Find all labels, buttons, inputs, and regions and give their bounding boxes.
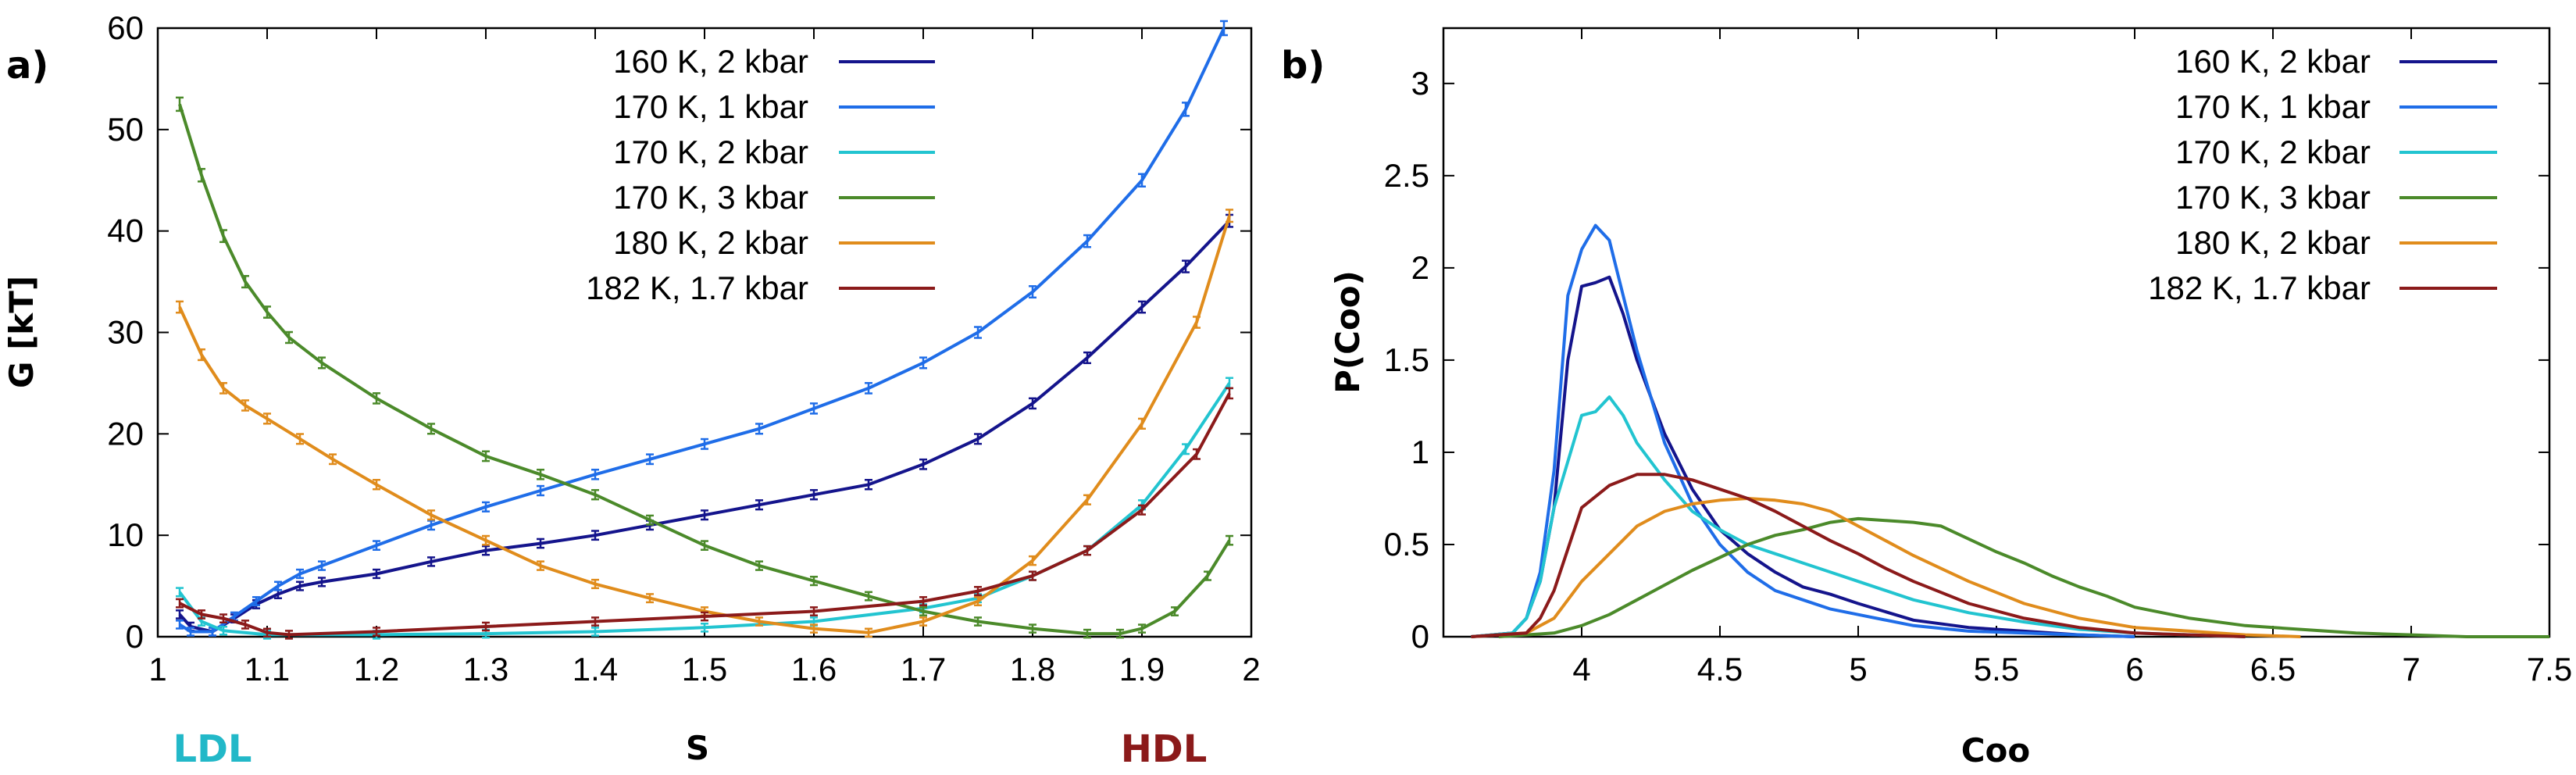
legend-label: 170 K, 3 kbar — [2175, 179, 2371, 216]
series-line — [1471, 395, 2246, 638]
panel-label: a) — [6, 44, 48, 88]
series-line — [178, 215, 1231, 634]
series-6 — [1471, 473, 2246, 638]
x-tick-label: 1.8 — [1010, 651, 1055, 688]
y-axis-label: G [kT] — [2, 276, 41, 388]
x-tick-label: 1.4 — [573, 651, 618, 688]
x-tick-label: 4 — [1572, 651, 1590, 688]
x-tick-label: 5.5 — [1974, 651, 2019, 688]
x-tick-label: 1.7 — [901, 651, 946, 688]
legend-label: 180 K, 2 kbar — [613, 224, 808, 261]
series-line — [1471, 497, 2301, 638]
x-axis-label: S — [686, 729, 709, 767]
x-tick-label: 7 — [2402, 651, 2420, 688]
x-tick-label: 6.5 — [2250, 651, 2296, 688]
x-tick-label: 1.3 — [463, 651, 508, 688]
legend-label: 170 K, 2 kbar — [2175, 134, 2371, 170]
series-4 — [176, 96, 1233, 639]
x-tick-label: 5 — [1849, 651, 1867, 688]
y-tick-label: 1 — [1411, 434, 1429, 470]
y-tick-label: 40 — [107, 212, 144, 249]
legend-label: 182 K, 1.7 kbar — [586, 270, 808, 306]
series-2 — [1471, 223, 2135, 638]
y-tick-label: 1.5 — [1384, 341, 1429, 378]
x-tick-label: 1 — [148, 651, 166, 688]
x-tick-label: 1.9 — [1119, 651, 1165, 688]
x-tick-label: 2 — [1242, 651, 1260, 688]
series-line — [178, 382, 1231, 637]
x-tick-label: 6 — [2125, 651, 2143, 688]
y-tick-label: 10 — [107, 516, 144, 553]
y-tick-label: 0.5 — [1384, 526, 1429, 562]
plot-frame — [1442, 27, 2551, 638]
y-axis-label: P(Coo) — [1329, 270, 1367, 394]
series-5 — [176, 209, 1233, 638]
legend-label: 170 K, 1 kbar — [2175, 88, 2371, 125]
panel-a-energy-chart: 1 1.1 1.2 1.3 1.4 1.5 1.6 1.7 1.8 1.9 201020304050… — [2, 9, 1261, 771]
series-5 — [1471, 497, 2301, 638]
y-tick-label: 0 — [1411, 618, 1429, 655]
series-line — [1471, 223, 2135, 638]
legend-label: 170 K, 2 kbar — [613, 134, 808, 170]
y-tick-label: 0 — [126, 618, 144, 655]
series-line — [1471, 473, 2246, 638]
y-tick-label: 60 — [107, 9, 144, 46]
legend-label: 160 K, 2 kbar — [613, 43, 808, 80]
ldl-annotation: LDL — [173, 727, 252, 771]
y-tick-label: 2 — [1411, 249, 1429, 286]
series-line — [179, 392, 1231, 637]
x-tick-label: 7.5 — [2527, 651, 2572, 688]
series-4 — [1498, 516, 2549, 638]
legend-label: 182 K, 1.7 kbar — [2148, 270, 2371, 306]
panel-b-distribution-chart: 4 4.5 5 5.5 6 6.5 7 7.5 0 0.5 1 1.5 2 2.5 3 160 K, 2 kb… — [1281, 27, 2572, 770]
x-axis-label: Coo — [1961, 731, 2031, 770]
y-tick-label: 20 — [107, 415, 144, 452]
x-tick-label: 1.1 — [244, 651, 290, 688]
x-tick-label: 1.2 — [354, 651, 399, 688]
hdl-annotation: HDL — [1121, 727, 1208, 771]
legend-label: 160 K, 2 kbar — [2175, 43, 2371, 80]
y-tick-label: 30 — [107, 314, 144, 351]
legend-label: 170 K, 3 kbar — [613, 179, 808, 216]
series-3 — [1471, 395, 2246, 638]
y-tick-label: 3 — [1411, 65, 1429, 102]
series-3 — [176, 377, 1233, 640]
x-tick-label: 1.6 — [791, 651, 837, 688]
series-line — [178, 103, 1231, 636]
x-tick-label: 4.5 — [1697, 651, 1743, 688]
series-6 — [176, 387, 1233, 640]
y-tick-label: 50 — [107, 111, 144, 148]
panel-label: b) — [1281, 44, 1325, 88]
y-tick-label: 2.5 — [1384, 157, 1429, 194]
series-line — [1498, 516, 2549, 638]
x-tick-label: 1.5 — [682, 651, 727, 688]
legend-label: 170 K, 1 kbar — [613, 88, 808, 125]
legend-label: 180 K, 2 kbar — [2175, 224, 2371, 261]
